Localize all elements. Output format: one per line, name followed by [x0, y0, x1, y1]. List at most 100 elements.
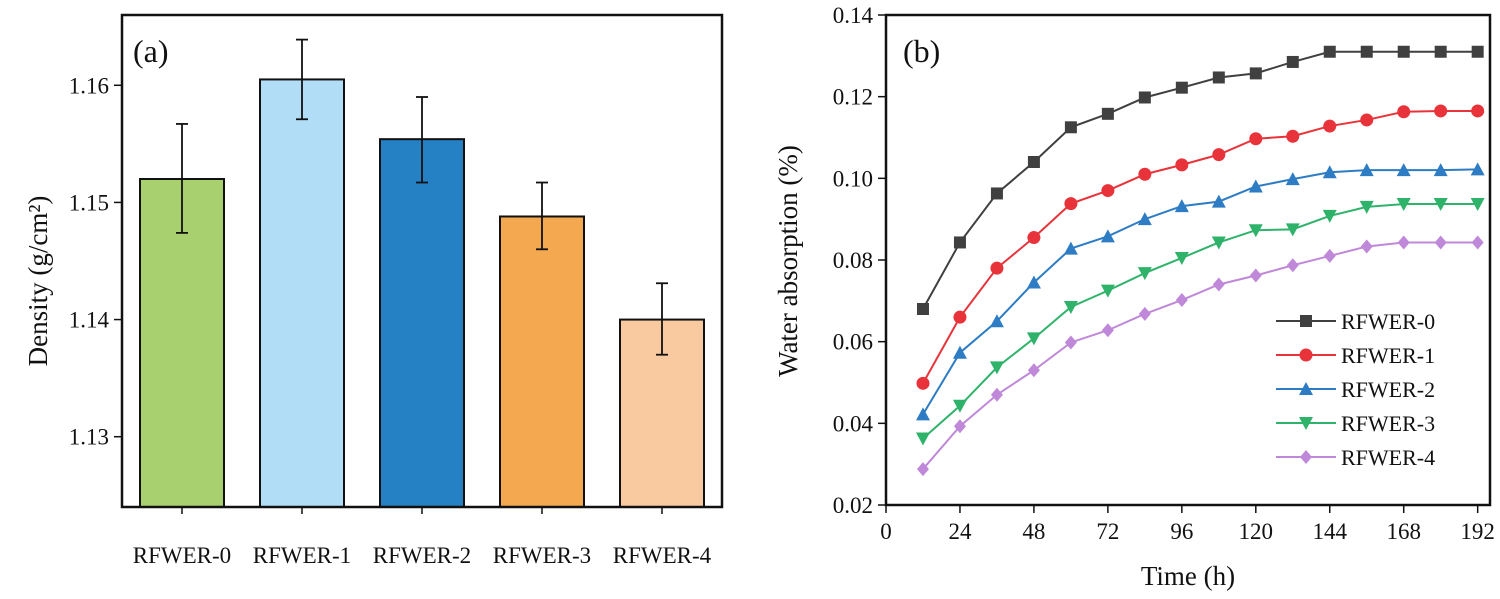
data-point-rfwer-0 — [916, 303, 929, 315]
data-point-rfwer-0 — [1064, 121, 1077, 134]
data-point-rfwer-2 — [1026, 275, 1041, 289]
x-tick-label: 120 — [1239, 519, 1274, 544]
series-rfwer-0 — [916, 45, 1484, 315]
legend-label-rfwer-1: RFWER-1 — [1341, 343, 1435, 368]
data-point-rfwer-1 — [1064, 197, 1078, 211]
y-tick-label: 0.06 — [833, 330, 873, 355]
data-point-rfwer-3 — [1433, 198, 1448, 212]
y-tick-label: 0.14 — [833, 3, 874, 28]
series-line-rfwer-4 — [922, 241, 1478, 470]
data-point-rfwer-2 — [1063, 241, 1078, 255]
data-point-rfwer-2 — [915, 407, 930, 421]
density-bars — [139, 38, 705, 509]
data-point-rfwer-2 — [1100, 229, 1115, 243]
data-point-rfwer-3 — [1063, 300, 1078, 314]
data-point-rfwer-4 — [1286, 258, 1299, 273]
data-point-rfwer-1 — [1286, 129, 1300, 143]
data-point-rfwer-2 — [1433, 163, 1448, 177]
data-point-rfwer-3 — [1100, 284, 1115, 298]
data-point-rfwer-1 — [916, 376, 930, 390]
data-point-rfwer-1 — [1212, 148, 1226, 162]
data-point-rfwer-1 — [1323, 119, 1337, 133]
data-point-rfwer-0 — [953, 236, 966, 249]
series-line-rfwer-3 — [922, 203, 1478, 440]
data-point-rfwer-4 — [1360, 239, 1373, 254]
data-point-rfwer-3 — [1211, 236, 1226, 250]
data-point-rfwer-0 — [1175, 81, 1188, 94]
data-point-rfwer-0 — [1286, 55, 1299, 68]
legend-marker-rfwer-4 — [1300, 450, 1312, 464]
y-axis-title-a: Density (g/cm²) — [23, 196, 53, 367]
data-point-rfwer-2 — [952, 345, 967, 359]
data-point-rfwer-3 — [1137, 267, 1152, 281]
data-point-rfwer-0 — [990, 187, 1003, 200]
data-point-rfwer-4 — [1397, 235, 1410, 250]
data-point-rfwer-0 — [1138, 91, 1151, 104]
legend-marker-rfwer-2 — [1299, 382, 1313, 395]
series-line-rfwer-0 — [922, 50, 1478, 310]
data-point-rfwer-2 — [1359, 163, 1374, 177]
data-point-rfwer-2 — [989, 314, 1004, 328]
data-point-rfwer-1 — [1471, 104, 1485, 118]
data-point-rfwer-3 — [1285, 223, 1300, 237]
x-tick-label: 192 — [1460, 519, 1495, 544]
panel-label-a: (a) — [133, 33, 169, 69]
data-point-rfwer-2 — [1248, 179, 1263, 193]
data-point-rfwer-3 — [1359, 200, 1374, 214]
data-point-rfwer-3 — [1248, 224, 1263, 238]
data-point-rfwer-3 — [1322, 209, 1337, 223]
x-tick-label: RFWER-4 — [613, 543, 712, 568]
y-tick-label: 0.02 — [833, 493, 873, 518]
data-point-rfwer-2 — [1470, 162, 1485, 176]
x-tick-label: RFWER-2 — [373, 543, 471, 568]
data-point-rfwer-0 — [1249, 67, 1262, 80]
series-rfwer-4 — [916, 235, 1484, 477]
data-point-rfwer-2 — [1322, 165, 1337, 179]
x-tick-label: RFWER-0 — [133, 543, 231, 568]
series-line-rfwer-2 — [922, 168, 1478, 415]
legend-marker-rfwer-1 — [1299, 348, 1313, 362]
data-point-rfwer-4 — [1064, 335, 1077, 350]
y-tick-label: 1.15 — [69, 190, 109, 215]
y-tick-label: 1.16 — [69, 73, 109, 98]
y-tick-label: 0.10 — [833, 166, 873, 191]
data-point-rfwer-3 — [1396, 198, 1411, 212]
x-tick-label: 168 — [1386, 519, 1421, 544]
legend: RFWER-0 RFWER-1 RFWER-2 RFWER-3 RFWER-4 — [1276, 309, 1435, 470]
y-tick-label: 1.14 — [69, 308, 110, 333]
data-point-rfwer-4 — [1175, 293, 1188, 308]
series-rfwer-1 — [916, 104, 1485, 390]
data-point-rfwer-1 — [1360, 113, 1374, 127]
data-point-rfwer-4 — [1323, 248, 1336, 263]
data-point-rfwer-1 — [1101, 184, 1115, 198]
data-point-rfwer-1 — [990, 261, 1004, 275]
data-point-rfwer-3 — [1026, 332, 1041, 346]
legend-label-rfwer-4: RFWER-4 — [1341, 445, 1435, 470]
data-point-rfwer-0 — [1101, 107, 1114, 120]
y-axis-title-b: Water absorption (%) — [773, 145, 803, 377]
legend-label-rfwer-3: RFWER-3 — [1341, 411, 1435, 436]
data-point-rfwer-4 — [916, 462, 929, 477]
data-point-rfwer-3 — [1470, 198, 1485, 212]
density-bar-chart: RFWER-0 RFWER-1 RFWER-2 RFWER-3 RFWER-4 1.13 1… — [23, 13, 724, 568]
x-tick-label: RFWER-3 — [493, 543, 591, 568]
data-point-rfwer-0 — [1323, 45, 1336, 58]
data-point-rfwer-2 — [1137, 212, 1152, 226]
data-point-rfwer-4 — [1249, 268, 1262, 283]
ticks-b: 0 24 48 72 96 120 144 168 192 0.02 0.04 0.06 0.08 0.1… — [833, 3, 1495, 544]
data-point-rfwer-4 — [1434, 235, 1447, 250]
data-point-rfwer-1 — [1434, 104, 1448, 118]
data-point-rfwer-1 — [953, 310, 967, 324]
data-point-rfwer-3 — [915, 432, 930, 446]
legend-label-rfwer-2: RFWER-2 — [1341, 377, 1435, 402]
ticks-a: RFWER-0 RFWER-1 RFWER-2 RFWER-3 RFWER-4 1.13 1… — [69, 73, 712, 568]
data-point-rfwer-2 — [1285, 172, 1300, 186]
data-point-rfwer-3 — [1174, 251, 1189, 265]
legend-marker-rfwer-0 — [1300, 315, 1312, 327]
data-point-rfwer-4 — [990, 387, 1003, 402]
x-tick-label: 72 — [1096, 519, 1119, 544]
y-tick-label: 0.12 — [833, 85, 873, 110]
x-axis-title-b: Time (h) — [1141, 561, 1235, 591]
legend-marker-rfwer-3 — [1299, 417, 1313, 430]
data-point-rfwer-1 — [1397, 105, 1411, 119]
